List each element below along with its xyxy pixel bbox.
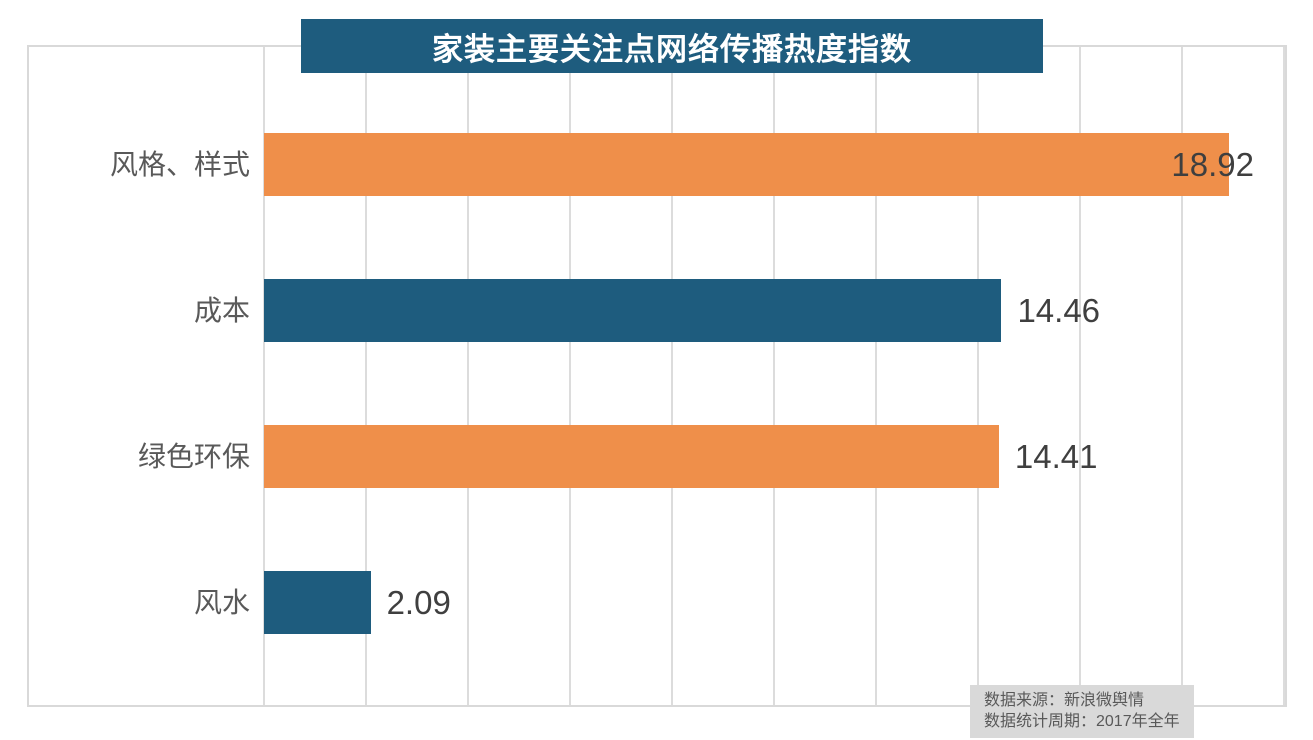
bar-row: 绿色环保 14.41 bbox=[0, 425, 1313, 488]
chart-title-banner: 家装主要关注点网络传播热度指数 bbox=[301, 19, 1043, 73]
gridline bbox=[671, 47, 673, 705]
bar bbox=[264, 571, 371, 634]
category-label: 风格、样式 bbox=[109, 149, 250, 180]
gridline bbox=[467, 47, 469, 705]
bar bbox=[264, 133, 1229, 196]
gridline bbox=[1283, 47, 1285, 705]
gridline bbox=[977, 47, 979, 705]
value-label: 18.92 bbox=[1171, 146, 1254, 183]
chart-title: 家装主要关注点网络传播热度指数 bbox=[432, 31, 912, 67]
category-label: 绿色环保 bbox=[137, 441, 250, 472]
category-label: 风水 bbox=[193, 587, 250, 618]
gridline bbox=[773, 47, 775, 705]
bar bbox=[264, 279, 1002, 342]
category-label: 成本 bbox=[193, 295, 250, 326]
gridline bbox=[263, 47, 265, 705]
bar-row: 风格、样式 18.92 bbox=[0, 133, 1313, 196]
source-line-2: 数据统计周期：2017年全年 bbox=[984, 713, 1180, 730]
value-label: 14.41 bbox=[1014, 438, 1098, 475]
bar bbox=[264, 425, 999, 488]
gridline bbox=[365, 47, 367, 705]
bar-row: 成本 14.46 bbox=[0, 279, 1313, 342]
source-note: 数据来源：新浪微舆情 数据统计周期：2017年全年 bbox=[970, 685, 1194, 738]
gridline bbox=[1181, 47, 1183, 705]
gridline bbox=[1079, 47, 1081, 705]
source-line-1: 数据来源：新浪微舆情 bbox=[984, 692, 1145, 709]
bar-row: 风水 2.09 bbox=[0, 571, 1313, 634]
gridline bbox=[569, 47, 571, 705]
gridline bbox=[875, 47, 877, 705]
value-label: 2.09 bbox=[386, 584, 451, 621]
value-label: 14.46 bbox=[1017, 292, 1101, 329]
